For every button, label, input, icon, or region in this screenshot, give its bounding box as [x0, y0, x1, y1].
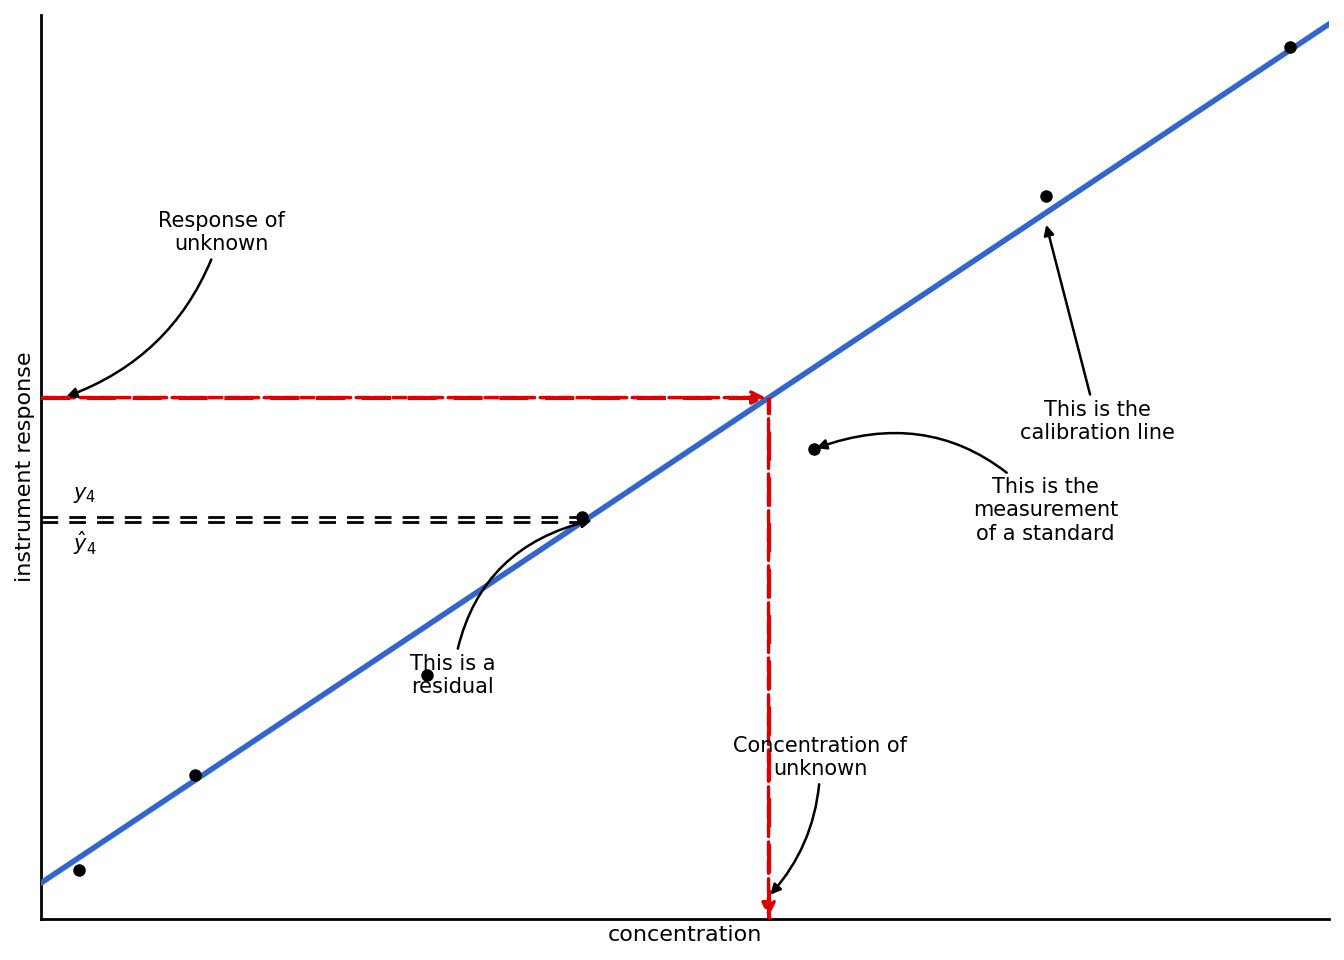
- Text: This is the
calibration line: This is the calibration line: [1020, 228, 1175, 444]
- Text: Concentration of
unknown: Concentration of unknown: [732, 735, 907, 893]
- Y-axis label: instrument response: instrument response: [15, 352, 35, 583]
- Text: Response of
unknown: Response of unknown: [69, 211, 285, 396]
- Text: $\hat{y}_4$: $\hat{y}_4$: [73, 530, 97, 557]
- Text: $y_4$: $y_4$: [73, 485, 95, 505]
- X-axis label: concentration: concentration: [607, 925, 762, 945]
- Text: This is a
residual: This is a residual: [410, 518, 589, 697]
- Text: This is the
measurement
of a standard: This is the measurement of a standard: [818, 433, 1118, 543]
